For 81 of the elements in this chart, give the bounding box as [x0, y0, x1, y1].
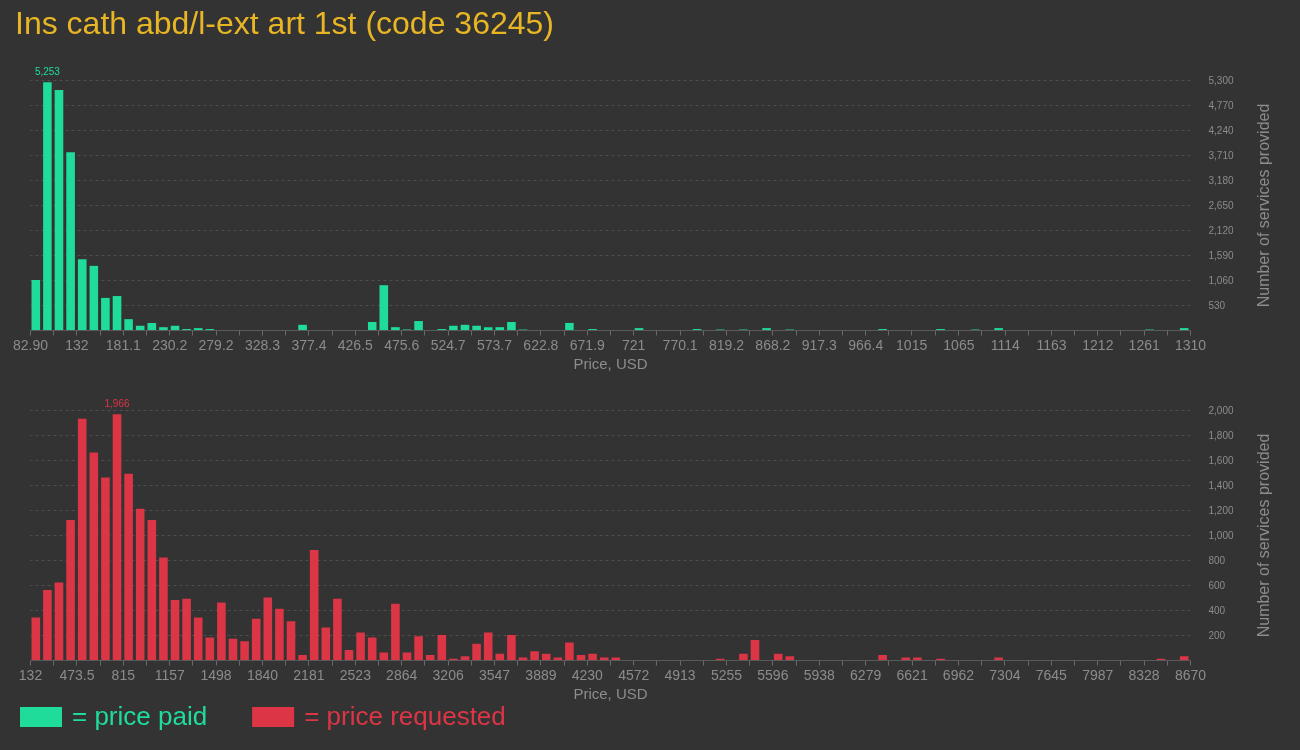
x-tick-label: 4572 — [618, 666, 650, 683]
x-tick-label: 622.8 — [523, 336, 559, 353]
y-tick-label: 1,800 — [1208, 429, 1234, 441]
legend-label: = price requested — [304, 701, 506, 731]
x-tick-label: 5938 — [803, 666, 836, 683]
chart-title: Ins cath abd/l-ext art 1st (code 36245) — [15, 5, 554, 42]
x-tick-label: 6621 — [896, 666, 928, 683]
x-tick-label: 2864 — [386, 666, 418, 683]
x-tick-label: 5596 — [757, 666, 789, 683]
x-tick-label: 819.2 — [709, 336, 745, 353]
x-tick-label: 4913 — [664, 666, 696, 683]
x-tick-label: 132 — [18, 666, 43, 683]
x-tick-label: 230.2 — [152, 336, 188, 353]
legend-label: = price paid — [72, 701, 208, 731]
y-tick-label: 1,590 — [1208, 249, 1234, 261]
x-tick-label: 475.6 — [384, 336, 420, 353]
y-tick-label: 2,120 — [1208, 224, 1234, 236]
x-tick-label: 8328 — [1128, 666, 1160, 683]
x-tick-label: 8670 — [1174, 666, 1207, 683]
x-tick-label: 5255 — [710, 666, 743, 683]
x-tick-label: 1261 — [1128, 336, 1160, 353]
data-label: 1,966 — [104, 398, 130, 410]
x-tick-label: 426.5 — [337, 336, 374, 353]
x-tick-label: 2523 — [339, 666, 372, 683]
y-tick-label: 2,000 — [1208, 404, 1234, 416]
y-tick-label: 4,770 — [1208, 99, 1234, 111]
x-tick-label: 1212 — [1082, 336, 1114, 353]
x-tick-label: 181.1 — [105, 336, 142, 353]
x-tick-label: 279.2 — [198, 336, 234, 353]
y-tick-label: 1,600 — [1208, 454, 1234, 466]
x-tick-label: 721 — [622, 336, 646, 353]
x-tick-label: 7645 — [1035, 666, 1068, 683]
x-tick-label: 815 — [111, 666, 136, 683]
x-tick-label: 1840 — [246, 666, 279, 683]
x-tick-label: 1498 — [200, 666, 232, 683]
x-tick-label: 868.2 — [755, 336, 791, 353]
x-tick-label: 573.7 — [476, 336, 513, 353]
y-tick-label: 800 — [1208, 554, 1226, 566]
x-tick-label: 1114 — [990, 336, 1020, 353]
y-tick-label: 1,060 — [1208, 274, 1234, 286]
y-tick-label: 1,400 — [1208, 479, 1234, 491]
x-tick-label: 473.5 — [59, 666, 95, 683]
x-tick-label: 3889 — [525, 666, 557, 683]
x-tick-label: 7987 — [1082, 666, 1114, 683]
x-tick-label: 1310 — [1174, 336, 1207, 353]
x-tick-label: 671.9 — [569, 336, 606, 353]
x-tick-label: 3206 — [432, 666, 464, 683]
y-axis-title: Number of services provided — [1254, 103, 1272, 308]
y-tick-label: 3,710 — [1208, 149, 1234, 161]
x-tick-label: 1163 — [1036, 336, 1067, 353]
x-tick-label: 3547 — [478, 666, 511, 683]
y-tick-label: 2,650 — [1208, 199, 1234, 211]
x-tick-label: 6279 — [850, 666, 882, 683]
x-tick-label: 1157 — [154, 666, 186, 683]
x-tick-label: 82.90 — [12, 336, 49, 353]
x-tick-label: 2181 — [293, 666, 325, 683]
x-tick-label: 1015 — [896, 336, 928, 353]
x-tick-label: 770.1 — [662, 336, 698, 353]
x-tick-label: 4230 — [571, 666, 604, 683]
y-tick-label: 3,180 — [1208, 174, 1234, 186]
x-axis-title: Price, USD — [573, 354, 648, 372]
y-tick-label: 4,240 — [1208, 124, 1234, 136]
x-tick-label: 1065 — [943, 336, 975, 353]
y-tick-label: 1,200 — [1208, 504, 1234, 516]
y-tick-label: 600 — [1208, 579, 1226, 591]
x-tick-label: 6962 — [942, 666, 975, 683]
y-tick-label: 400 — [1208, 604, 1226, 616]
x-tick-label: 7304 — [989, 666, 1021, 683]
y-axis-title: Number of services provided — [1254, 433, 1272, 638]
x-tick-label: 377.4 — [291, 336, 327, 353]
y-tick-label: 1,000 — [1208, 529, 1234, 541]
x-tick-label: 328.3 — [244, 336, 281, 353]
y-tick-label: 530 — [1208, 299, 1226, 311]
x-axis-title: Price, USD — [573, 684, 648, 702]
x-tick-label: 132 — [65, 336, 89, 353]
y-tick-label: 200 — [1208, 629, 1226, 641]
x-tick-label: 966.4 — [848, 336, 884, 353]
y-tick-label: 5,300 — [1208, 74, 1234, 86]
x-tick-label: 917.3 — [801, 336, 837, 353]
x-tick-label: 524.7 — [430, 336, 466, 353]
data-label: 5,253 — [34, 66, 61, 78]
